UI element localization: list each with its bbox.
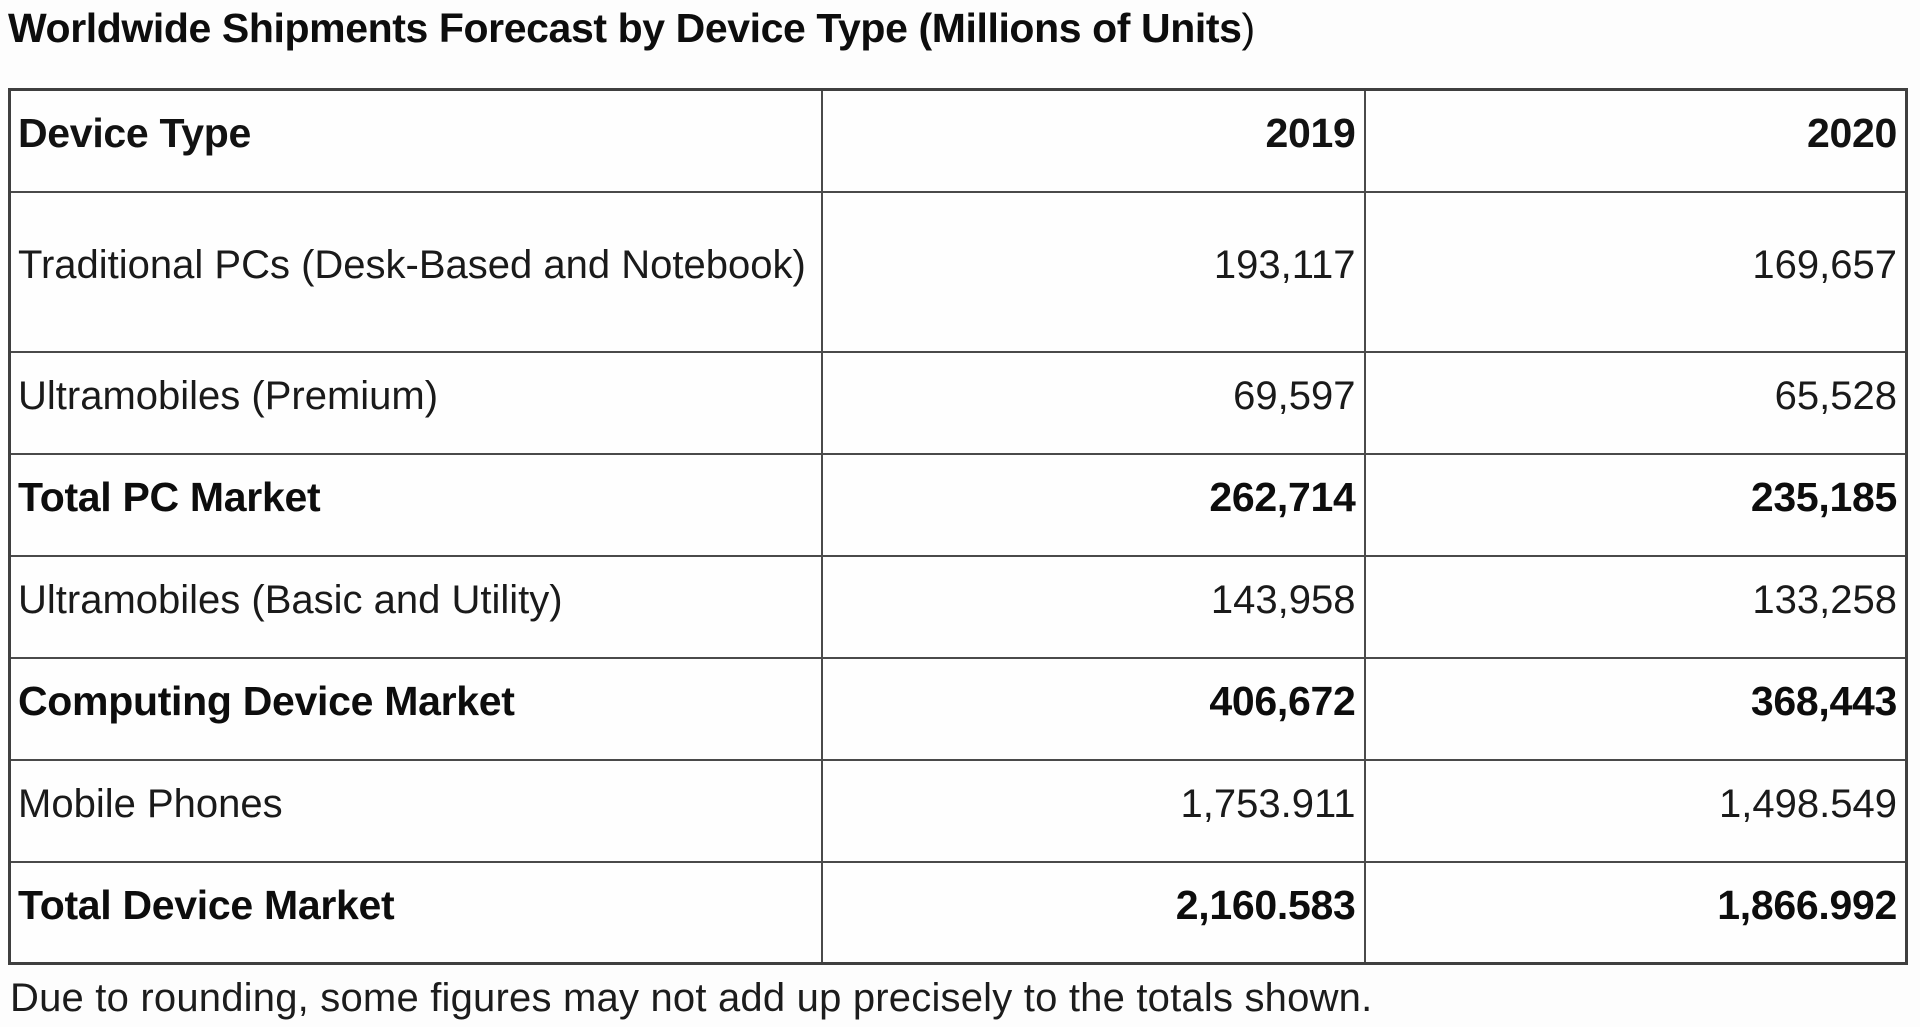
value-2020: 169,657 (1363, 190, 1908, 353)
value-2020: 1,498.549 (1363, 758, 1908, 863)
value-2019: 406,672 (820, 656, 1366, 761)
column-header-2019: 2019 (820, 88, 1366, 193)
row-label: Total Device Market (8, 860, 823, 965)
table-row-mobile-phones: Mobile Phones 1,753.911 1,498.549 (8, 758, 1908, 863)
row-label: Ultramobiles (Basic and Utility) (8, 554, 823, 659)
table-row-total-device-market: Total Device Market 2,160.583 1,866.992 (8, 860, 1908, 965)
column-header-2020: 2020 (1363, 88, 1908, 193)
value-2019: 2,160.583 (820, 860, 1366, 965)
row-label: Ultramobiles (Premium) (8, 350, 823, 455)
value-2020: 65,528 (1363, 350, 1908, 455)
rounding-footnote: Due to rounding, some figures may not ad… (10, 976, 1373, 1020)
value-2019: 69,597 (820, 350, 1366, 455)
page-title-tail: ) (1241, 5, 1256, 51)
page-title-bold: Worldwide Shipments Forecast by Device T… (8, 5, 1242, 51)
table-row-computing-device-market: Computing Device Market 406,672 368,443 (8, 656, 1908, 761)
value-2019: 193,117 (820, 190, 1366, 353)
value-2019: 262,714 (820, 452, 1366, 557)
value-2020: 1,866.992 (1363, 860, 1908, 965)
row-label: Computing Device Market (8, 656, 823, 761)
value-2020: 133,258 (1363, 554, 1908, 659)
value-2019: 143,958 (820, 554, 1366, 659)
value-2020: 235,185 (1363, 452, 1908, 557)
row-label: Traditional PCs (Desk-Based and Notebook… (8, 190, 823, 353)
table-row-ultramobiles-premium: Ultramobiles (Premium) 69,597 65,528 (8, 350, 1908, 455)
row-label: Total PC Market (8, 452, 823, 557)
page-title: Worldwide Shipments Forecast by Device T… (8, 4, 1920, 52)
table-row-total-pc-market: Total PC Market 262,714 235,185 (8, 452, 1908, 557)
table-header-row: Device Type 2019 2020 (8, 88, 1908, 193)
column-header-device-type: Device Type (8, 88, 823, 193)
shipments-forecast-table: Device Type 2019 2020 Traditional PCs (D… (8, 88, 1908, 965)
row-label: Mobile Phones (8, 758, 823, 863)
table-row-ultramobiles-basic-utility: Ultramobiles (Basic and Utility) 143,958… (8, 554, 1908, 659)
value-2019: 1,753.911 (820, 758, 1366, 863)
table-row-traditional-pcs: Traditional PCs (Desk-Based and Notebook… (8, 190, 1908, 353)
value-2020: 368,443 (1363, 656, 1908, 761)
